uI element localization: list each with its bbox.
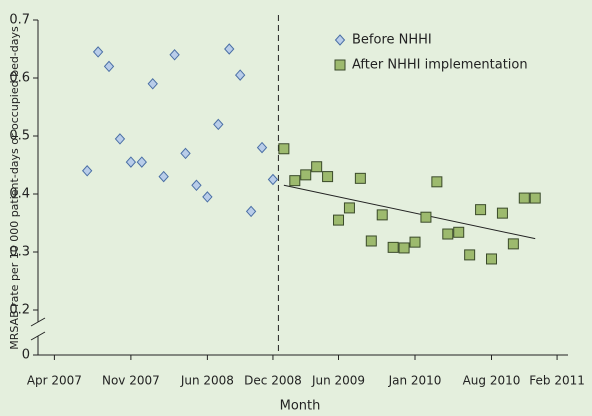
legend-label: Before NHHI [352, 33, 432, 48]
x-tick-label: Nov 2007 [102, 374, 160, 388]
point [486, 253, 498, 265]
y-tick-label: 0.7 [9, 13, 30, 28]
point [82, 165, 93, 177]
point [322, 171, 334, 183]
point [278, 143, 290, 155]
point [114, 133, 126, 145]
point [213, 118, 224, 131]
point [334, 59, 346, 71]
y-tick-label: 0.5 [9, 129, 30, 144]
point [224, 43, 235, 55]
point [518, 192, 530, 204]
point [398, 242, 410, 254]
point [464, 249, 476, 261]
x-tick-label: Jun 2009 [311, 374, 365, 388]
point [453, 226, 465, 238]
point [387, 241, 399, 253]
y-axis-label: MRSAB rate per 10 000 patient-days or oc… [8, 26, 21, 350]
point [442, 228, 454, 240]
y-tick-label: 0.4 [9, 187, 30, 202]
legend-label: After NHHI implementation [352, 58, 528, 73]
point [409, 236, 421, 248]
trend-line [283, 184, 536, 240]
y-tick-label: 0.3 [9, 245, 30, 260]
y-tick-label: 0.2 [9, 303, 30, 318]
point [136, 156, 147, 168]
point [431, 176, 443, 188]
x-tick-label: Feb 2011 [529, 374, 585, 388]
point [334, 34, 346, 46]
point [507, 238, 519, 250]
point [311, 161, 323, 173]
x-tick-label: Aug 2010 [463, 374, 521, 388]
x-tick-label: Jan 2010 [388, 374, 442, 388]
point [256, 141, 268, 154]
point [267, 173, 279, 186]
point [125, 156, 137, 168]
point [376, 209, 388, 221]
point [92, 46, 104, 58]
point [475, 204, 487, 216]
point [202, 191, 213, 203]
point [420, 211, 432, 223]
y-tick-label: 0 [22, 348, 30, 363]
point [191, 179, 202, 192]
point [300, 169, 312, 181]
point [234, 69, 246, 81]
point [289, 175, 301, 187]
point [343, 202, 355, 214]
point [365, 235, 377, 247]
point [169, 49, 180, 61]
point [354, 172, 366, 184]
point [496, 207, 508, 219]
axis-break [30, 317, 46, 327]
point [333, 214, 345, 226]
point [245, 205, 257, 218]
x-tick-label: Dec 2008 [244, 374, 302, 388]
point [158, 170, 169, 183]
point [103, 60, 115, 73]
point [147, 78, 158, 90]
x-tick-label: Jun 2008 [180, 374, 234, 388]
y-tick-label: 0.6 [9, 71, 30, 86]
point [180, 147, 191, 160]
x-tick-label: Apr 2007 [27, 374, 82, 388]
x-axis-label: Month [280, 399, 321, 414]
point [529, 192, 541, 204]
axis-break [30, 331, 46, 341]
